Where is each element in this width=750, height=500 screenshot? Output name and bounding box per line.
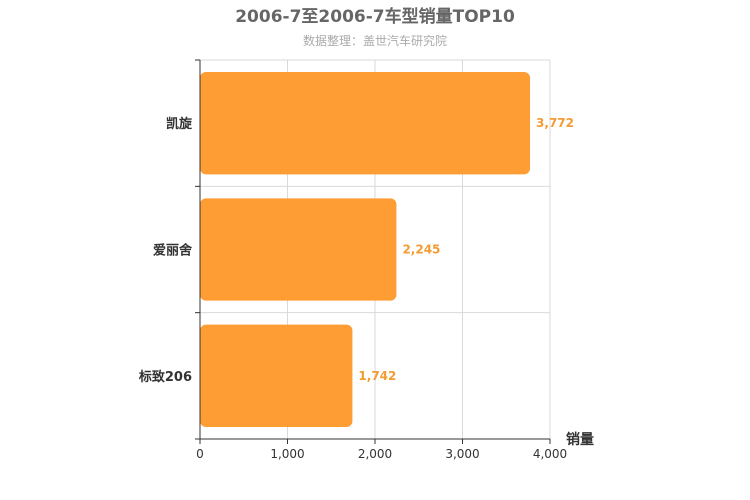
bar: [200, 198, 397, 301]
chart-subtitle: 数据整理：盖世汽车研究院: [303, 33, 447, 48]
category-label: 爱丽舍: [153, 243, 193, 259]
bar: [200, 324, 353, 427]
x-tick-label: 0: [196, 447, 204, 461]
x-tick-label: 1,000: [270, 447, 304, 461]
bars: [200, 72, 531, 427]
labels: 3,772 凯旋 2,245 爱丽舍 1,742 标致206 0 1,000 2,000 3,00…: [138, 116, 574, 461]
data-label: 1,742: [358, 369, 396, 383]
category-label: 凯旋: [166, 116, 193, 132]
bar: [200, 72, 531, 175]
data-label: 2,245: [402, 243, 440, 257]
category-label: 标致206: [138, 369, 192, 385]
chart-title: 2006-7至2006-7车型销量TOP10: [235, 6, 515, 27]
data-label: 3,772: [536, 116, 574, 130]
x-axis-title: 销量: [566, 431, 594, 448]
x-tick-label: 4,000: [533, 447, 567, 461]
x-tick-label: 3,000: [445, 447, 479, 461]
axes: [195, 59, 551, 444]
x-tick-label: 2,000: [358, 447, 392, 461]
